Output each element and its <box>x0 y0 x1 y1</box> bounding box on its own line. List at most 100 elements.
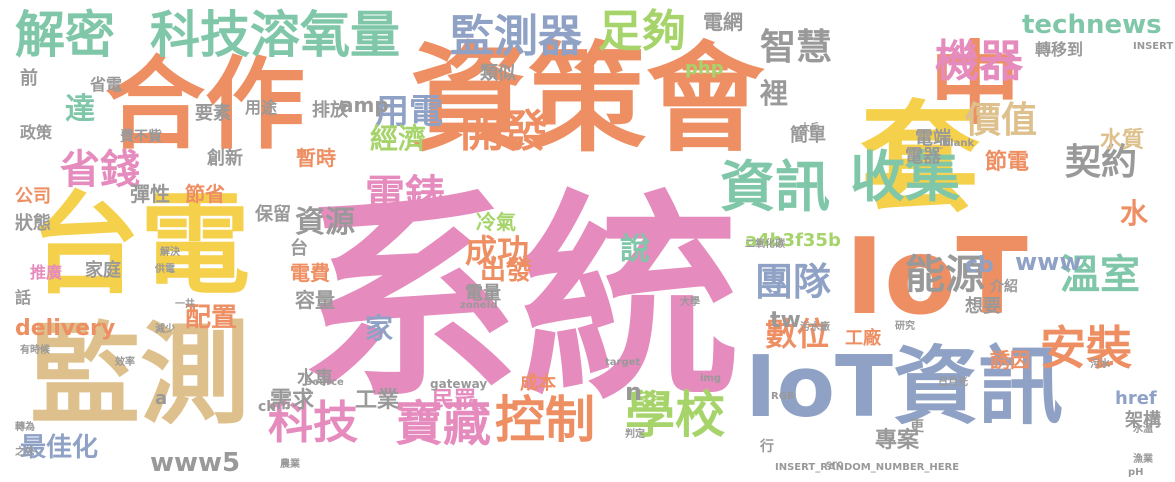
cloud-word: 價值 <box>965 100 1038 141</box>
cloud-word: 開發 <box>460 106 548 157</box>
cloud-word: php <box>685 58 724 79</box>
cloud-word: 經濟 <box>370 122 427 155</box>
cloud-word: 架構 <box>1125 410 1161 431</box>
cloud-word: INSERT <box>1133 41 1174 52</box>
cloud-word: 效率 <box>115 357 135 368</box>
cloud-word: IoT資訊 <box>745 338 1064 437</box>
cloud-word: 民眾 <box>432 388 477 413</box>
cloud-word: 電器 <box>905 146 941 167</box>
cloud-word: 監測器 <box>450 11 582 62</box>
cloud-word: 電端 <box>915 128 951 149</box>
cloud-word: 足夠 <box>598 6 686 57</box>
cloud-word: 省電 <box>90 75 123 94</box>
cloud-word: 智慧 <box>760 27 833 68</box>
cloud-word: 節省 <box>185 182 225 206</box>
cloud-word: ck <box>258 399 276 415</box>
cloud-word: 寶藏 <box>395 396 492 452</box>
cloud-word: 創新 <box>207 148 243 169</box>
cloud-word: 出發 <box>480 256 533 286</box>
cloud-word: 契約 <box>1065 142 1138 183</box>
cloud-word: 有時候 <box>20 345 50 356</box>
cloud-word: pH <box>1128 467 1144 478</box>
cloud-word: amp <box>340 93 389 117</box>
cloud-word: 成本 <box>520 373 556 394</box>
cloud-word: a <box>155 388 168 409</box>
cloud-word: 水溫 <box>1133 424 1153 435</box>
cloud-word: 排放 <box>312 100 348 121</box>
cloud-word: href <box>1115 388 1157 409</box>
cloud-word: 大戶 <box>800 123 820 134</box>
cloud-word: img <box>700 373 722 384</box>
cloud-word: 裡 <box>760 77 789 110</box>
cloud-word: target <box>605 357 641 368</box>
cloud-word: 話 <box>15 288 32 307</box>
cloud-word: 轉為 <box>15 422 35 433</box>
cloud-word: 解密 <box>15 6 115 64</box>
cloud-word: 台 <box>290 238 308 259</box>
cloud-word: 科技溶氧量 <box>150 6 400 64</box>
cloud-word: 更 <box>910 419 924 435</box>
cloud-word: 收集 <box>850 145 961 209</box>
cloud-word: 保留 <box>255 204 291 225</box>
cloud-word: 水質 <box>1100 128 1145 153</box>
cloud-word: 水車 <box>297 368 333 389</box>
cloud-word: 日月光 <box>938 377 968 388</box>
cloud-word: 機器 <box>935 36 1023 87</box>
cloud-word: 省錢 <box>60 147 140 193</box>
cloud-word: 狀態 <box>15 213 51 234</box>
cloud-word: 用電 <box>375 92 443 132</box>
cloud-word: 暫時 <box>296 146 336 170</box>
cloud-word: delivery <box>15 316 116 341</box>
cloud-word: 公司 <box>15 186 51 207</box>
cloud-word: 解決 <box>160 247 180 258</box>
cloud-word: 電錶 <box>365 172 445 218</box>
cloud-word: 減少 <box>155 324 175 335</box>
cloud-word: 簡單 <box>790 125 826 146</box>
cloud-word: 前 <box>20 68 38 89</box>
cloud-word: n <box>625 378 643 406</box>
cloud-word: 政策 <box>20 123 53 142</box>
cloud-word: 水 <box>1120 197 1149 230</box>
cloud-word: technews <box>1022 10 1162 40</box>
cloud-word: 冷氣 <box>476 210 516 234</box>
cloud-word: 資策會 <box>410 30 765 168</box>
cloud-word: gateway <box>430 377 488 391</box>
cloud-word: 家 <box>365 312 394 345</box>
cloud-word: 團隊 <box>755 260 832 304</box>
cloud-word: 套 <box>860 90 980 229</box>
cloud-word: 工業 <box>355 388 400 413</box>
cloud-word: 介紹 <box>990 279 1018 295</box>
cloud-word: 系統 <box>300 172 741 428</box>
cloud-word: src <box>826 459 843 470</box>
cloud-word: 專案 <box>875 428 920 453</box>
cloud-word: 最佳化 <box>20 433 99 463</box>
cloud-word: 用途 <box>245 98 278 117</box>
cloud-word: 學校 <box>625 386 725 444</box>
cloud-word: 能源 <box>905 252 985 298</box>
cloud-word: 科技 <box>268 396 359 449</box>
cloud-word: a4b3f35b <box>745 230 841 251</box>
cloud-word: _blank <box>938 138 975 149</box>
cloud-word: www <box>1015 248 1082 276</box>
cloud-word: 節電 <box>985 150 1030 175</box>
cloud-word: IoT <box>845 216 1028 338</box>
cloud-word: 家庭 <box>85 260 121 281</box>
cloud-word: 資訊 <box>720 155 831 219</box>
cloud-word: 大學 <box>680 297 700 308</box>
cloud-word: 研究 <box>895 321 915 332</box>
cloud-word: 供電 <box>155 264 175 275</box>
cloud-word: 成功 <box>465 232 530 270</box>
cloud-word: 判定 <box>625 429 645 440</box>
cloud-word: 污水廠 <box>800 322 830 333</box>
cloud-word: 一共 <box>175 299 195 310</box>
cloud-word: 污水 <box>1090 359 1110 370</box>
cloud-word: 農業 <box>280 459 300 470</box>
cloud-word: RGB <box>771 391 795 402</box>
cloud-word: 數位 <box>765 315 830 353</box>
cloud-word: 安裝 <box>1040 321 1132 375</box>
cloud-word: 漁業 <box>1133 454 1153 465</box>
cloud-word: 需求 <box>270 388 315 413</box>
cloud-word: 達 <box>65 92 95 127</box>
cloud-word: 配置 <box>185 303 238 333</box>
